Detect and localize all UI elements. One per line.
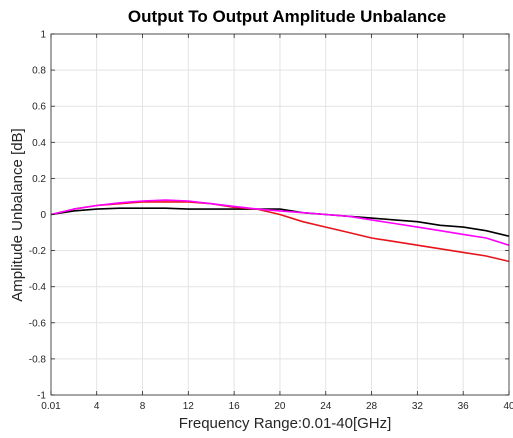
y-tick-label: 0.4 — [32, 138, 46, 149]
series-line-1 — [50, 207, 510, 237]
y-tick-label: 1 — [40, 30, 46, 41]
y-tick-label: -0.2 — [29, 246, 47, 257]
x-tick-label: 8 — [140, 401, 146, 412]
x-tick-label: 0.01 — [41, 401, 61, 412]
y-tick-label: 0 — [40, 210, 46, 221]
series-lines — [50, 199, 510, 263]
y-tick-label: -0.8 — [29, 354, 47, 365]
x-axis-label: Frequency Range:0.01-40[GHz] — [179, 415, 392, 432]
x-tick-label: 32 — [412, 401, 424, 412]
y-tick-label: -1 — [37, 391, 46, 402]
y-tick-label: 0.2 — [32, 174, 46, 185]
chart-title: Output To Output Amplitude Unbalance — [128, 7, 446, 26]
y-tick-label: 0.6 — [32, 102, 46, 113]
x-tick-label: 4 — [94, 401, 100, 412]
y-tick-label: 0.8 — [32, 66, 46, 77]
y-axis-label: Amplitude Unbalance [dB] — [9, 128, 26, 301]
axis-ticks: 0.01 4 8 12 16 20 24 28 32 36 40 -1 -0.8 -0.6 -0.4 -0.2… — [29, 30, 513, 413]
y-tick-label: -0.6 — [29, 318, 47, 329]
x-tick-label: 16 — [229, 401, 241, 412]
x-tick-label: 24 — [320, 401, 332, 412]
x-tick-label: 28 — [366, 401, 378, 412]
y-tick-label: -0.4 — [29, 282, 47, 293]
x-tick-label: 20 — [274, 401, 286, 412]
series-line-2 — [50, 201, 510, 263]
x-tick-label: 36 — [458, 401, 470, 412]
series-line-3 — [50, 199, 510, 246]
x-tick-label: 12 — [183, 401, 195, 412]
x-tick-label: 40 — [503, 401, 513, 412]
